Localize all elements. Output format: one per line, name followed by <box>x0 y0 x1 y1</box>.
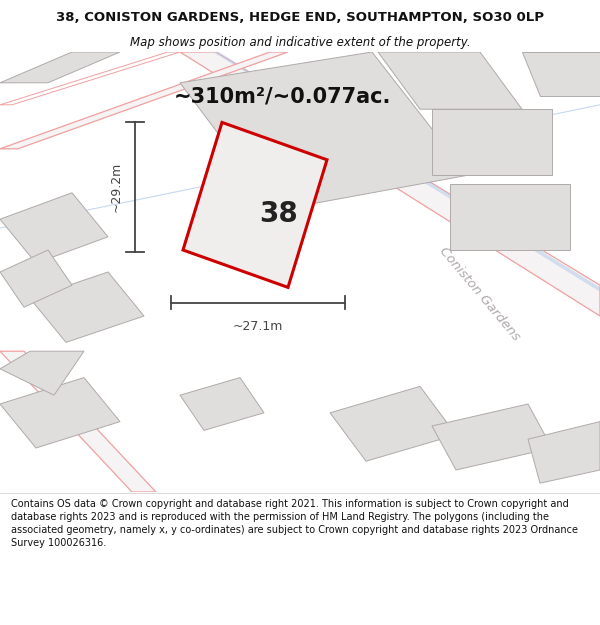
Polygon shape <box>0 192 108 263</box>
Polygon shape <box>0 351 156 492</box>
Polygon shape <box>180 52 600 316</box>
Polygon shape <box>522 52 600 96</box>
Polygon shape <box>528 422 600 483</box>
Polygon shape <box>0 250 72 308</box>
Text: 38: 38 <box>260 200 298 228</box>
Text: ~27.1m: ~27.1m <box>233 321 283 334</box>
Text: 38, CONISTON GARDENS, HEDGE END, SOUTHAMPTON, SO30 0LP: 38, CONISTON GARDENS, HEDGE END, SOUTHAM… <box>56 11 544 24</box>
Polygon shape <box>0 378 120 448</box>
Polygon shape <box>432 404 552 470</box>
Polygon shape <box>0 52 288 149</box>
Polygon shape <box>180 378 264 431</box>
Polygon shape <box>330 386 456 461</box>
Polygon shape <box>378 52 522 109</box>
Text: ~29.2m: ~29.2m <box>109 162 122 212</box>
Text: Map shows position and indicative extent of the property.: Map shows position and indicative extent… <box>130 36 470 49</box>
Text: ~310m²/~0.077ac.: ~310m²/~0.077ac. <box>173 86 391 106</box>
Text: Coniston Gardens: Coniston Gardens <box>437 244 523 343</box>
Polygon shape <box>450 184 570 250</box>
Polygon shape <box>213 52 600 292</box>
Polygon shape <box>183 122 327 288</box>
Polygon shape <box>30 272 144 342</box>
Polygon shape <box>180 52 468 211</box>
Text: Contains OS data © Crown copyright and database right 2021. This information is : Contains OS data © Crown copyright and d… <box>11 499 578 548</box>
Polygon shape <box>0 351 84 395</box>
Polygon shape <box>432 109 552 175</box>
Polygon shape <box>0 52 120 82</box>
